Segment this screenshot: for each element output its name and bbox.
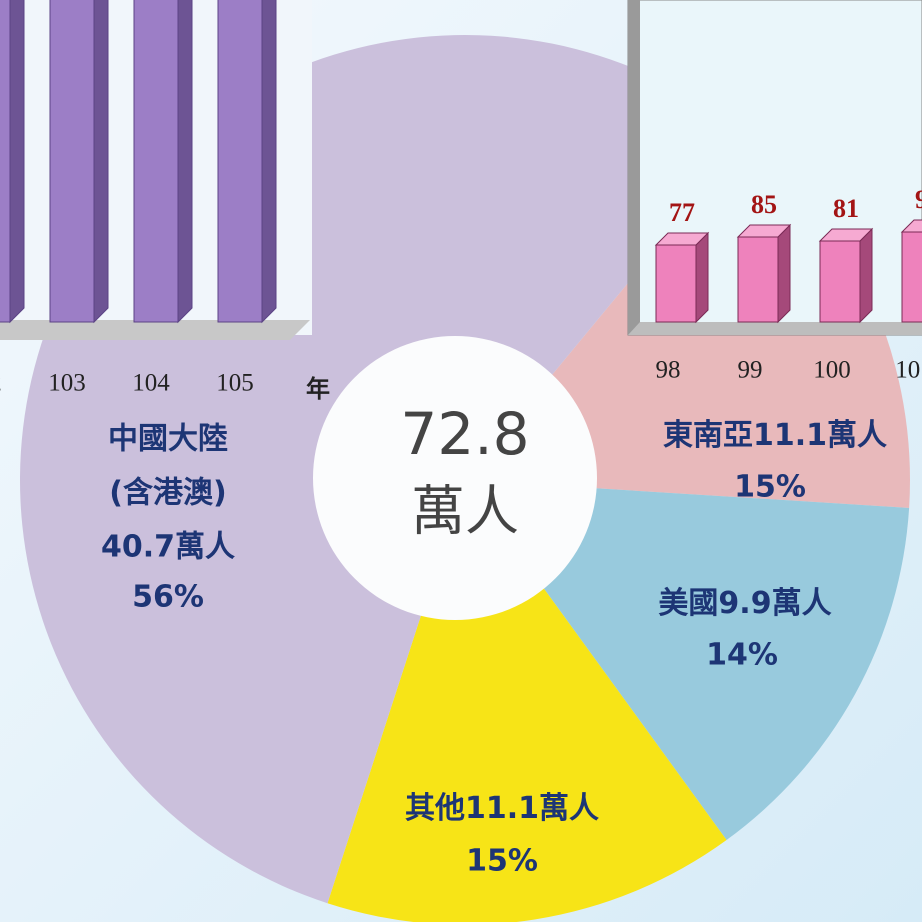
x-tick-label: 99 <box>738 357 763 384</box>
slice-label: 美國9.9萬人 <box>658 586 831 621</box>
bar-top <box>818 228 874 242</box>
donut-hole <box>313 336 597 620</box>
slice-note: (含港澳) <box>109 476 226 511</box>
bar <box>901 231 922 323</box>
value-label: 81 <box>833 194 859 223</box>
pie-slice <box>327 480 727 922</box>
floor <box>0 320 310 340</box>
pie-slice <box>465 480 910 841</box>
bar-side <box>859 227 873 324</box>
bar <box>819 240 861 323</box>
bar <box>737 236 779 323</box>
slice-percent: 56% <box>132 580 204 615</box>
slice-amount: 40.7萬人 <box>101 530 235 565</box>
slice-percent: 15% <box>734 470 806 505</box>
x-tick-label: 104 <box>132 370 170 397</box>
floor <box>628 322 922 335</box>
bar <box>133 0 179 323</box>
x-tick-label: 102 <box>0 370 2 397</box>
bar-side <box>177 0 193 324</box>
bar-side <box>777 223 791 324</box>
slice-amount: 9.9萬人 <box>718 586 831 621</box>
value-label: 85 <box>751 190 777 219</box>
bar <box>217 0 263 323</box>
bar-top <box>900 219 922 233</box>
x-tick-label: 103 <box>48 370 86 397</box>
bar <box>0 0 11 323</box>
slice-name: 美國 <box>658 586 718 621</box>
value-label: 77 <box>669 198 695 227</box>
bar-side <box>93 0 109 324</box>
x-unit: 年 <box>306 375 330 403</box>
bar <box>49 0 95 323</box>
x-tick-label: 105 <box>216 370 254 397</box>
slice-percent: 15% <box>466 844 538 879</box>
right-inset: 77 85 81 90 <box>627 0 922 336</box>
slice-label: 其他11.1萬人 <box>405 791 599 826</box>
slice-name: 東南亞 <box>663 418 753 453</box>
bar-top <box>654 232 710 246</box>
wall <box>628 0 640 335</box>
left-inset: 102 103 104 105 <box>0 0 312 397</box>
slice-label: 東南亞11.1萬人 <box>663 418 887 453</box>
bar-top <box>736 224 792 238</box>
bar-side <box>9 0 25 324</box>
slice-name: 其他 <box>405 791 465 826</box>
value-label: 90 <box>915 185 922 214</box>
bar-side <box>695 231 709 324</box>
total-unit: 萬人 <box>411 480 519 543</box>
slice-amount: 11.1萬人 <box>753 418 887 453</box>
total: 72.8 <box>400 400 529 468</box>
x-tick-label: 100 <box>813 357 851 384</box>
x-tick-label: 98 <box>656 357 681 384</box>
slice-percent: 14% <box>706 638 778 673</box>
bar-side <box>261 0 277 324</box>
slice-amount: 11.1萬人 <box>465 791 599 826</box>
slice-name: 中國大陸 <box>108 422 228 457</box>
bar <box>655 244 697 323</box>
x-tick-label: 101 <box>895 357 922 384</box>
